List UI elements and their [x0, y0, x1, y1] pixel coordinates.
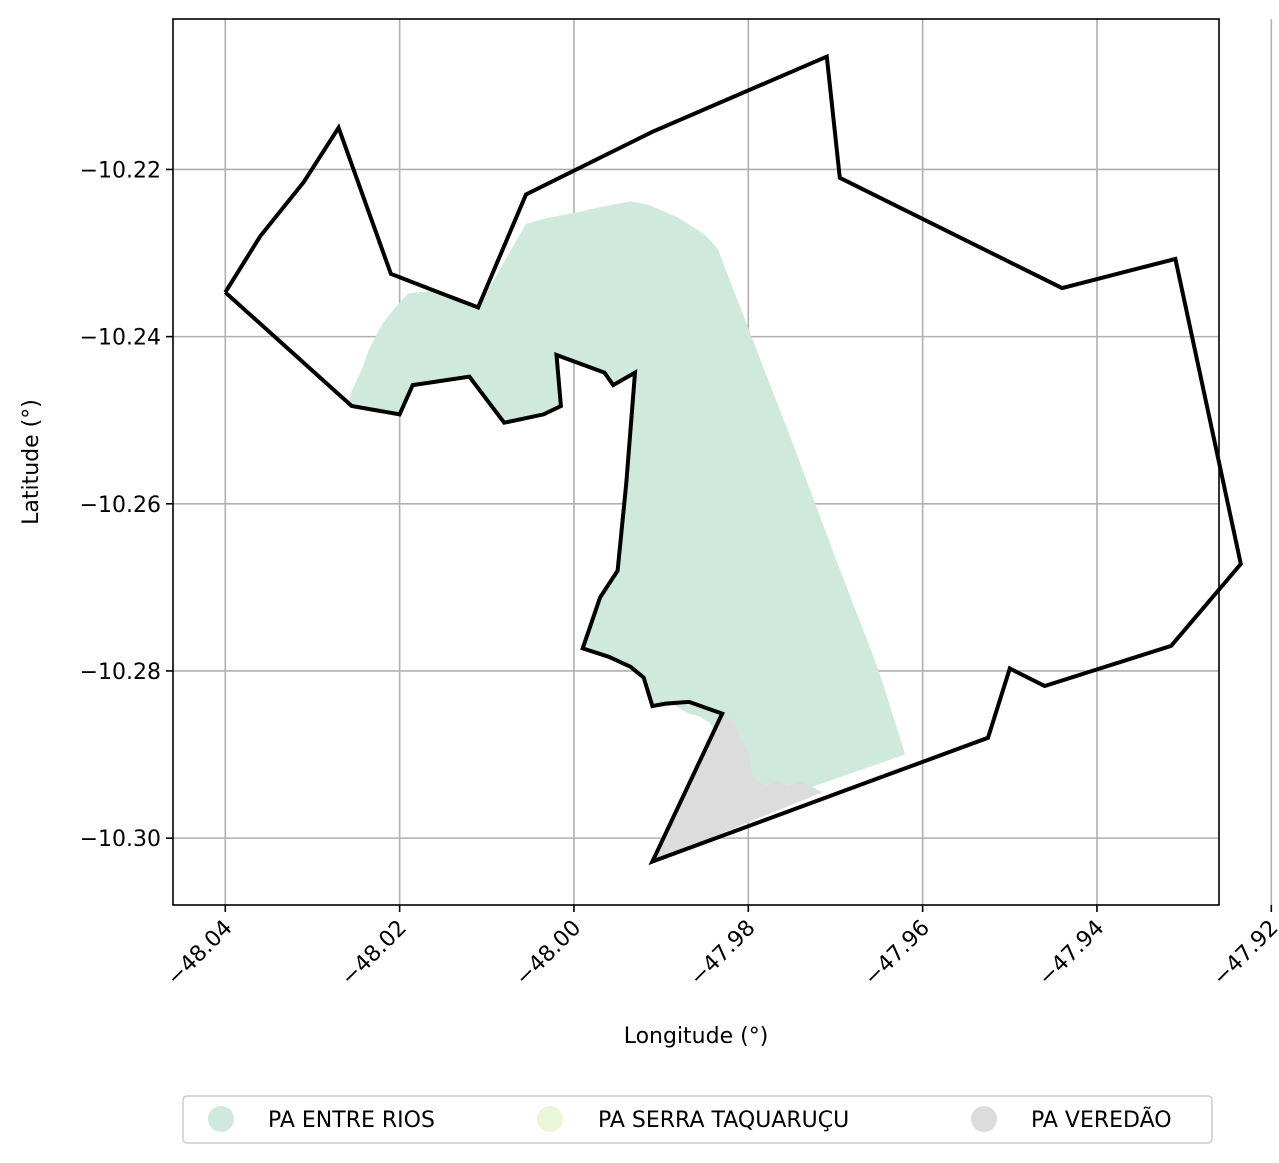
- y-tick-label: −10.30: [80, 827, 161, 852]
- x-axis-ticks: −48.04 −48.02 −48.00 −47.98 −47.96 −47.94 −47.…: [162, 905, 1279, 991]
- legend-label: PA SERRA TAQUARUÇU: [598, 1108, 849, 1133]
- legend-marker: [537, 1106, 563, 1132]
- y-tick-label: −10.28: [80, 660, 161, 685]
- area-layers: [347, 201, 906, 862]
- boundary-outline: [223, 53, 1243, 866]
- y-tick-label: −10.22: [80, 158, 161, 183]
- x-tick-label: −47.92: [1208, 916, 1279, 991]
- x-tick-label: −48.00: [511, 916, 586, 991]
- x-axis-label: Longitude (°): [624, 1024, 769, 1049]
- x-tick-label: −48.04: [162, 916, 237, 991]
- legend-frame: [182, 1095, 1213, 1144]
- legend-label: PA VEREDÃO: [1031, 1106, 1172, 1133]
- legend-marker: [208, 1106, 234, 1132]
- boundary-line: [223, 53, 1243, 866]
- x-tick-label: −47.96: [860, 916, 935, 991]
- y-tick-label: −10.26: [80, 493, 161, 518]
- y-axis-ticks: −10.22 −10.24 −10.26 −10.28 −10.30: [80, 158, 173, 852]
- y-tick-label: −10.24: [80, 326, 161, 351]
- y-axis-label: Latitude (°): [19, 399, 44, 525]
- x-tick-label: −48.02: [337, 916, 412, 991]
- plot-frame: [172, 18, 1220, 906]
- legend: PA ENTRE RIOS PA SERRA TAQUARUÇU PA VEREDÃ…: [182, 1095, 1213, 1144]
- legend-marker: [971, 1106, 997, 1132]
- legend-label: PA ENTRE RIOS: [268, 1108, 435, 1133]
- x-tick-label: −47.94: [1034, 916, 1109, 991]
- area-pa-vered-o: [652, 713, 823, 862]
- x-tick-label: −47.98: [685, 916, 760, 991]
